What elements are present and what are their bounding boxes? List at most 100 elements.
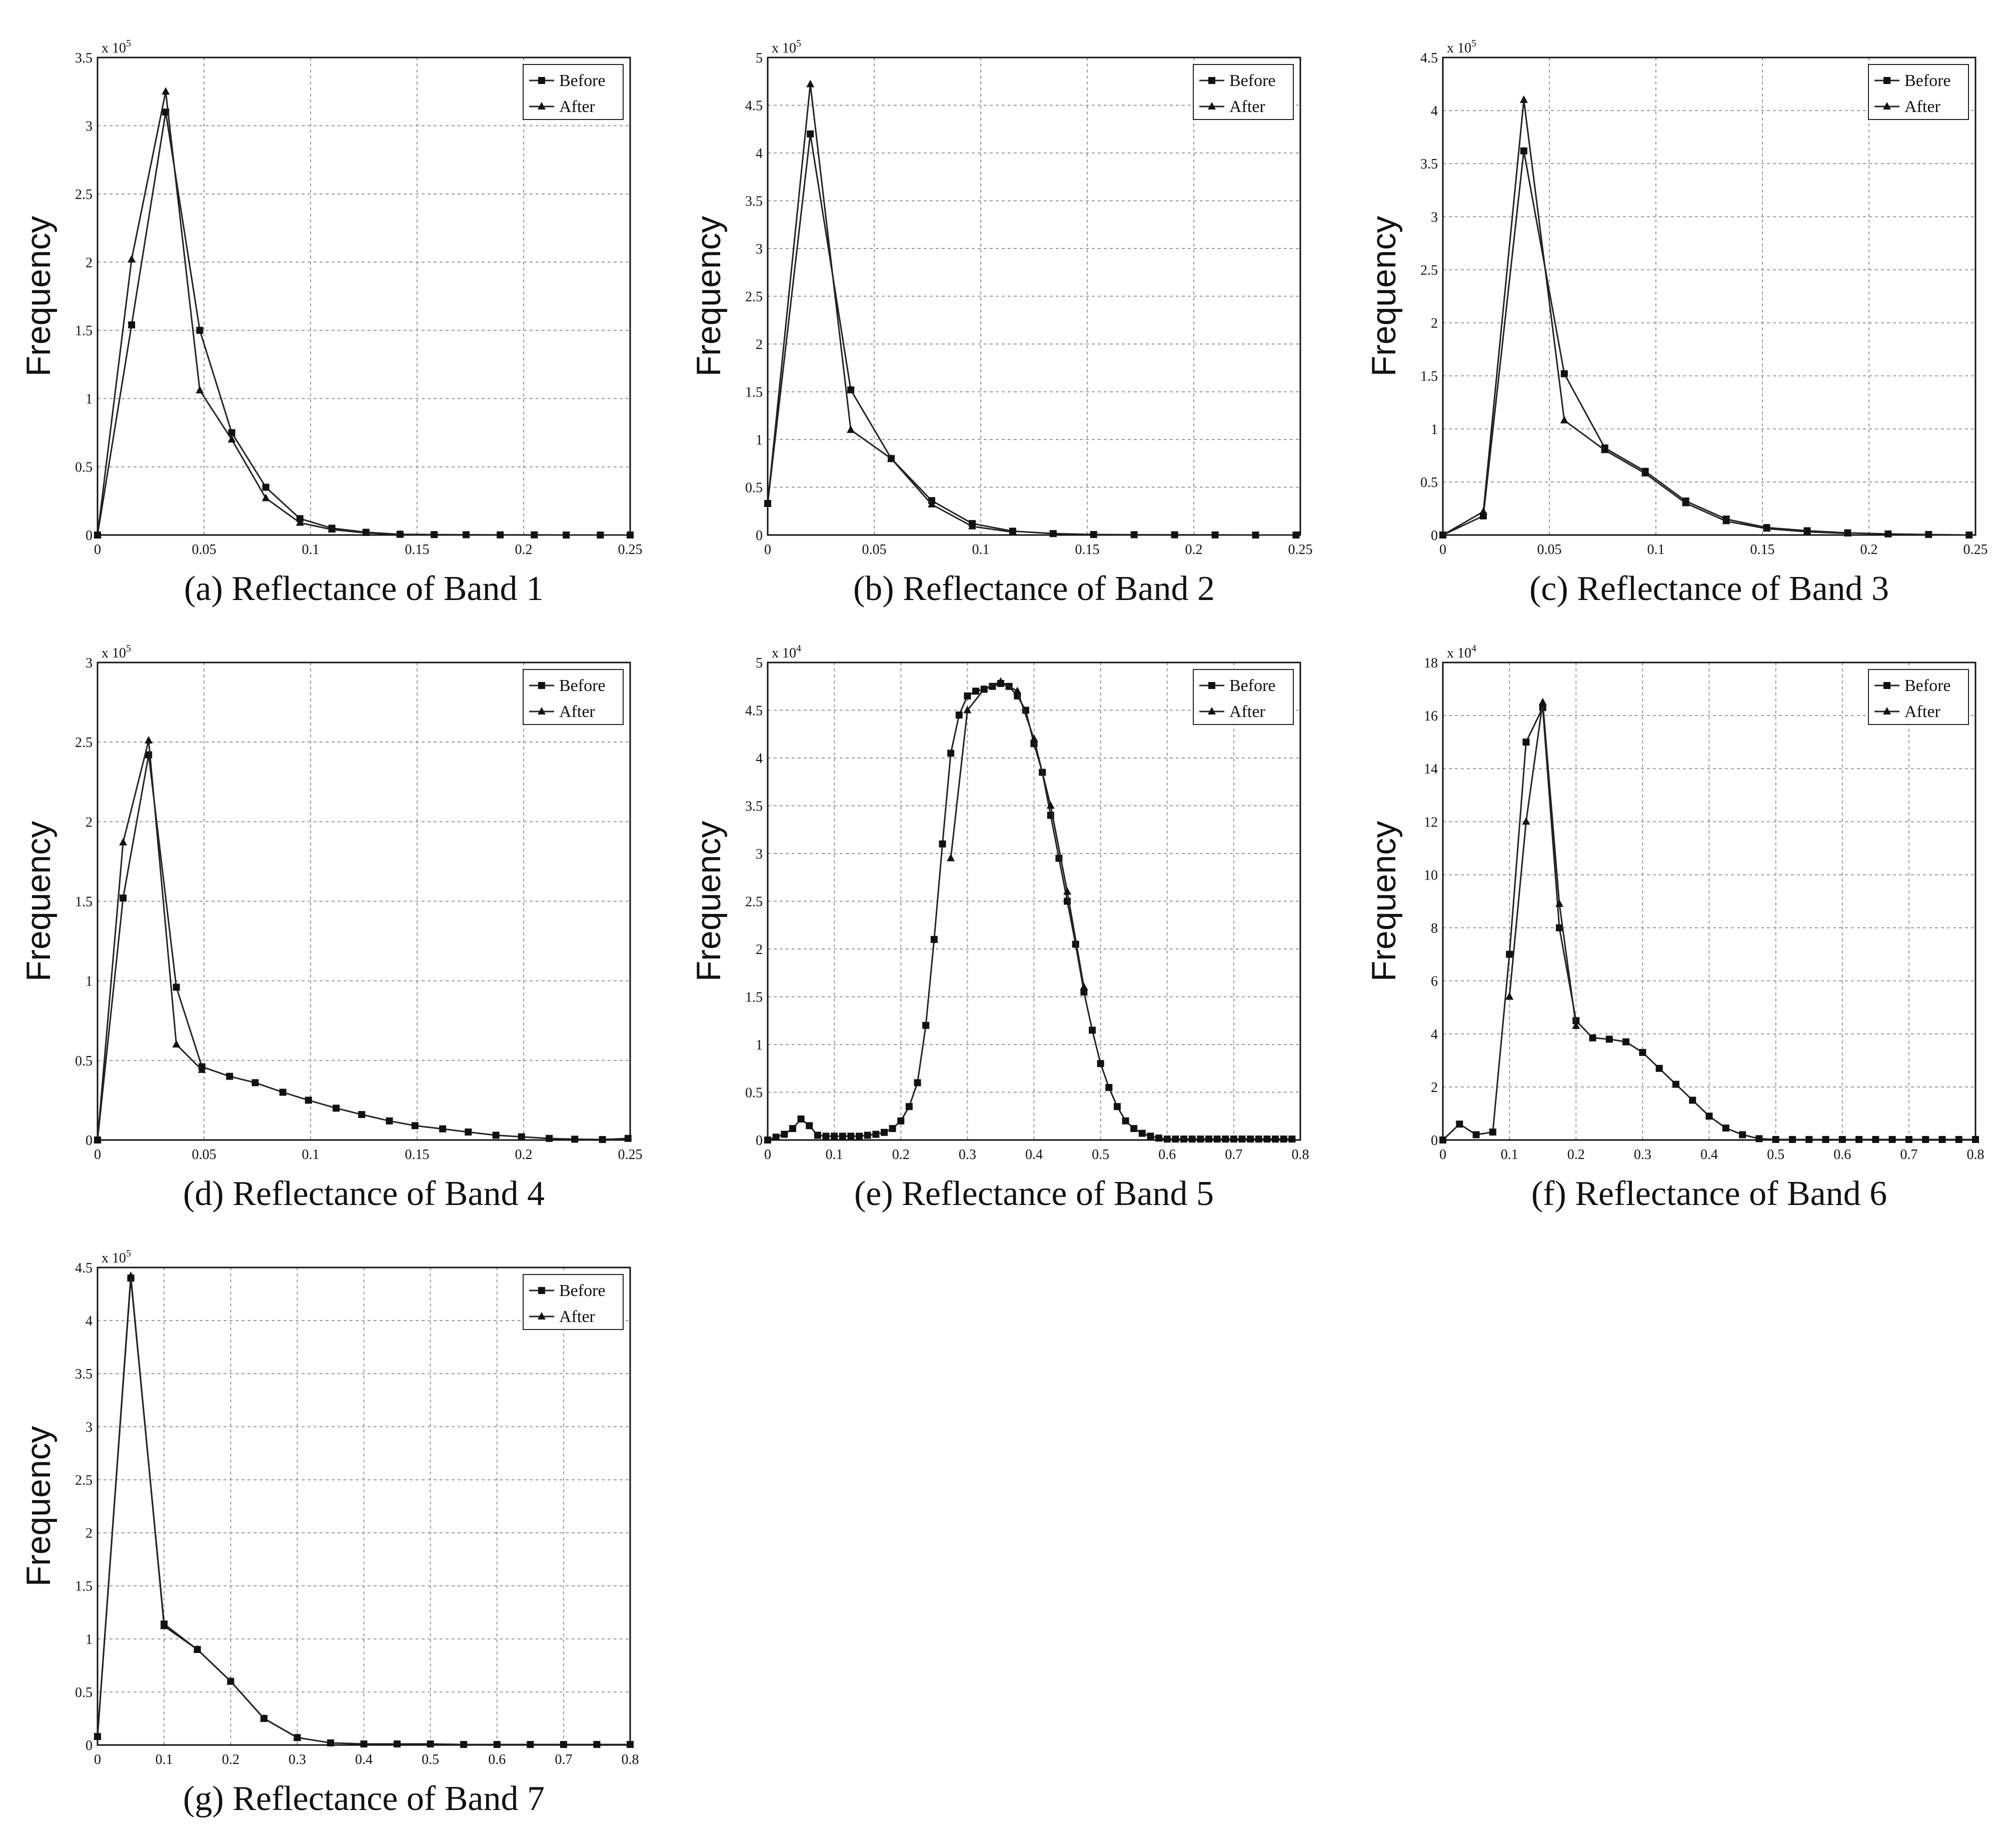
y-tick-label: 3 (86, 656, 93, 671)
data-point (262, 484, 270, 491)
data-point (1130, 531, 1138, 538)
y-tick-label: 4.5 (1420, 50, 1438, 66)
y-tick-label: 2 (1431, 316, 1438, 332)
data-point (1805, 1136, 1813, 1143)
data-point (1505, 992, 1514, 1000)
x-tick-label: 0.4 (1025, 1147, 1043, 1162)
y-tick-label: 0 (1431, 528, 1438, 544)
x-tick-label: 0 (94, 542, 101, 558)
y-tick-label: 1 (86, 1632, 93, 1648)
panel-band1: 0 0.05 0.1 0.15 0.2 0.25 0 0.5 1 1.5 2 2.5 3 3.5 x 105… (0, 20, 665, 620)
y-tick-label: 3.5 (75, 1366, 93, 1382)
y-tick-label: 4 (1431, 1027, 1438, 1042)
legend-marker-triangle (538, 707, 546, 714)
y-tick-label: 10 (1424, 868, 1438, 883)
data-point (1088, 1026, 1096, 1034)
data-point (955, 712, 963, 719)
panel-band3: 0 0.05 0.1 0.15 0.2 0.25 0 0.5 1 1.5 2 2.5 3 3.5 4 4.5 x… (1345, 20, 2010, 620)
y-tick-label: 4.5 (745, 98, 763, 114)
series-before (94, 751, 632, 1144)
legend-box (523, 1274, 624, 1330)
data-point (1163, 1136, 1171, 1143)
data-point (527, 1740, 534, 1748)
data-point (1197, 1136, 1204, 1143)
x-tick-label: 0.3 (959, 1147, 976, 1162)
y-tick-label: 4.5 (75, 1260, 93, 1276)
data-point (1855, 1136, 1863, 1143)
data-point (262, 494, 270, 502)
panel-band4: 0 0.05 0.1 0.15 0.2 0.25 0 0.5 1 1.5 2 2.5 3 x 105 Fre… (0, 625, 665, 1225)
data-point (1097, 1060, 1104, 1068)
y-tick-label: 3.5 (75, 50, 93, 66)
data-point (1762, 524, 1771, 532)
y-tick-label: 3 (86, 118, 93, 134)
y-tick-label: 18 (1424, 656, 1438, 671)
legend-marker-square (1208, 77, 1215, 84)
legend-marker-triangle (1208, 102, 1216, 110)
data-point (1972, 1136, 1979, 1143)
y-tick-label: 3 (756, 242, 763, 257)
panel-caption: (a) Reflectance of Band 1 (184, 570, 544, 608)
legend: Before After (523, 669, 624, 725)
data-point (1489, 1128, 1496, 1136)
data-point (120, 894, 127, 902)
data-point (1155, 1134, 1163, 1142)
x-tick-label: 0.25 (1963, 542, 1988, 558)
data-point (94, 1732, 102, 1740)
data-point (1213, 1136, 1221, 1143)
x-tick-label: 0 (1439, 542, 1446, 558)
x-tick-label: 0.05 (192, 1147, 217, 1162)
data-point (814, 1132, 821, 1139)
x-tick-label: 0.5 (1767, 1147, 1784, 1162)
data-point (914, 1079, 921, 1086)
y-tick-label: 2 (86, 814, 93, 830)
data-point (193, 1645, 202, 1652)
data-point (1772, 1136, 1779, 1143)
x-tick-label: 0.25 (1288, 542, 1313, 558)
series-before (1439, 704, 1979, 1144)
legend-box (1193, 669, 1294, 725)
data-point (1439, 1136, 1446, 1144)
panel-caption: (f) Reflectance of Band 6 (1531, 1174, 1887, 1213)
panel-band5: 0 0.1 0.2 0.3 0.4 0.5 0.6 0.7 0.8 0 0.5 1 1.5 2 2.5 3 3.… (670, 625, 1335, 1225)
data-point (1843, 528, 1852, 536)
legend-label: After (1229, 702, 1265, 721)
data-point (1456, 1120, 1463, 1128)
legend-label: Before (559, 1282, 606, 1300)
legend-box (523, 669, 624, 725)
y-tick-label: 12 (1424, 814, 1438, 830)
data-point (1180, 1136, 1188, 1143)
data-point (94, 1136, 102, 1143)
panel-band6: 0 0.1 0.2 0.3 0.4 0.5 0.6 0.7 0.8 0 2 4 6 8 10 12 14 16 18… (1345, 625, 2010, 1225)
data-point (1080, 982, 1088, 990)
y-tick-label: 1.5 (1420, 369, 1438, 384)
data-point (296, 518, 304, 526)
data-point (627, 532, 634, 538)
data-point (333, 1104, 340, 1112)
legend-label: After (559, 1308, 595, 1326)
x-tick-label: 0.2 (1185, 542, 1203, 558)
y-tick-label: 3 (756, 846, 763, 862)
data-point (497, 531, 504, 538)
data-point (1641, 468, 1649, 476)
y-exponent-label: x 105 (1447, 38, 1476, 56)
data-point (1739, 1131, 1746, 1138)
data-point (386, 1117, 393, 1124)
data-point (460, 1740, 468, 1748)
y-tick-label: 14 (1424, 762, 1438, 777)
data-point (1280, 1136, 1287, 1143)
x-tick-label: 0 (1439, 1147, 1446, 1162)
data-point (1046, 801, 1055, 809)
legend-label: Before (1904, 676, 1951, 695)
y-tick-label: 0.5 (75, 1685, 93, 1700)
y-tick-label: 2 (86, 255, 93, 270)
x-tick-label: 0.3 (1634, 1147, 1651, 1162)
y-axis-label: Frequency (690, 821, 728, 982)
data-point (1439, 530, 1447, 538)
data-point (1639, 1048, 1646, 1056)
data-point (1884, 530, 1892, 538)
x-tick-label: 0.6 (488, 1752, 506, 1768)
legend: Before After (523, 1274, 624, 1330)
x-tick-label: 0.5 (1092, 1147, 1109, 1162)
data-point (252, 1079, 259, 1086)
